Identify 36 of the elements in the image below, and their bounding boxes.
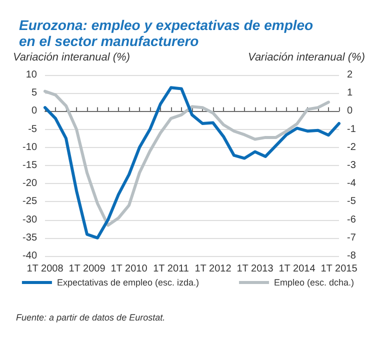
y-tick-label: -35 bbox=[22, 232, 38, 244]
y-tick-label: -40 bbox=[22, 250, 38, 262]
y2-tick-label: -2 bbox=[347, 142, 356, 153]
y2-tick-label: 2 bbox=[347, 70, 353, 80]
x-tick-label: 1T 2012 bbox=[194, 264, 232, 274]
y2-tick-label: -3 bbox=[347, 160, 356, 171]
y-axis-title: Variación interanual (%) bbox=[13, 52, 130, 64]
y2-tick-label: -6 bbox=[347, 214, 356, 226]
y2-tick-label: -4 bbox=[347, 178, 356, 190]
x-tick-label: 1T 2008 bbox=[26, 264, 64, 274]
x-tick-label: 1T 2009 bbox=[68, 264, 106, 274]
y2-tick-label: 0 bbox=[347, 106, 353, 117]
y2-tick-label: -8 bbox=[347, 250, 356, 262]
y2-tick-label: -5 bbox=[347, 196, 356, 208]
y-tick-label: -15 bbox=[22, 160, 38, 171]
x-tick-label: 1T 2013 bbox=[236, 264, 274, 274]
y-tick-label: -5 bbox=[28, 124, 38, 135]
y2-tick-label: -7 bbox=[347, 232, 356, 244]
y-tick-label: -30 bbox=[22, 214, 38, 226]
x-tick-label: 1T 2014 bbox=[278, 264, 316, 274]
x-tick-label: 1T 2010 bbox=[110, 264, 148, 274]
y2-tick-label: 1 bbox=[347, 88, 353, 99]
x-tick-label: 1T 2015 bbox=[320, 264, 358, 274]
source-note: Fuente: a partir de datos de Eurostat. bbox=[16, 312, 166, 322]
y-tick-label: 10 bbox=[26, 70, 38, 80]
y-tick-label: 5 bbox=[31, 88, 38, 99]
y2-tick-label: -1 bbox=[347, 124, 356, 135]
y-tick-label: 0 bbox=[31, 106, 38, 117]
legend-label: Expectativas de empleo (esc. izda.) bbox=[56, 278, 200, 288]
y-tick-label: -20 bbox=[22, 178, 38, 190]
chart-title: Eurozona: empleo y expectativas de empleo en el sector manufacturero bbox=[19, 17, 314, 49]
y-tick-label: -10 bbox=[22, 142, 38, 153]
legend-label: Empleo (esc. dcha.) bbox=[274, 278, 354, 288]
y2-axis-title: Variación interanual (%) bbox=[248, 52, 366, 64]
y-tick-label: -25 bbox=[22, 196, 38, 208]
x-tick-label: 1T 2011 bbox=[153, 264, 190, 274]
